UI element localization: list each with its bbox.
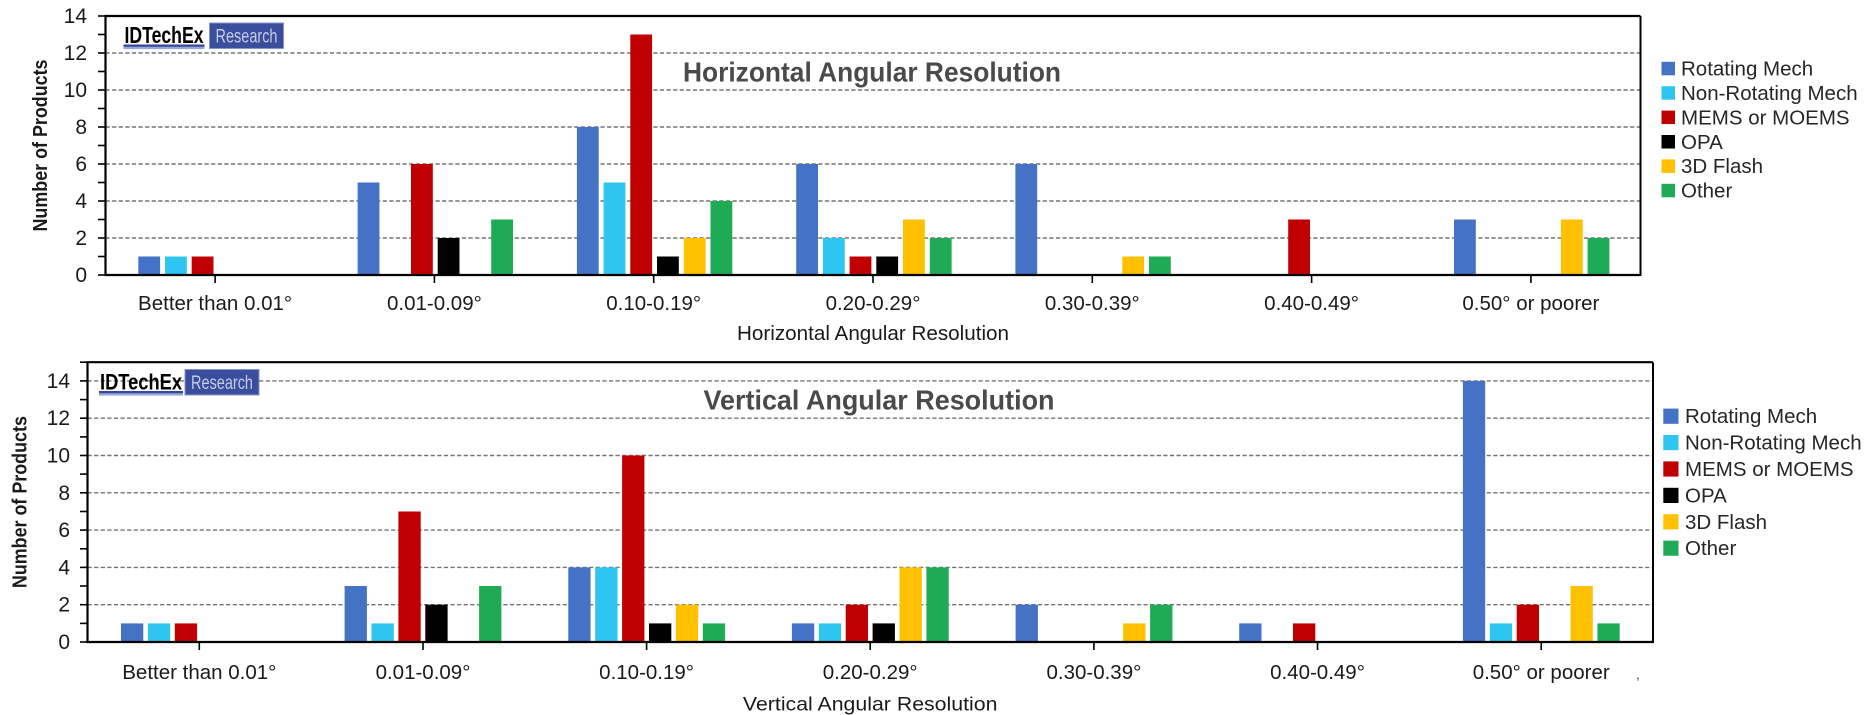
svg-text:Number of Products: Number of Products [29,60,52,232]
svg-text:Vertical Angular Resolution: Vertical Angular Resolution [704,385,1055,416]
svg-text:2: 2 [58,594,70,617]
svg-text:0: 0 [75,264,87,287]
svg-text:Rotating Mech: Rotating Mech [1685,405,1817,428]
svg-text:12: 12 [47,407,70,430]
svg-text:0.30-0.39°: 0.30-0.39° [1046,661,1141,684]
svg-text:Vertical Angular Resolution: Vertical Angular Resolution [743,694,998,715]
svg-text:3D Flash: 3D Flash [1681,155,1763,178]
svg-text:0: 0 [58,631,70,654]
svg-text:4: 4 [75,190,87,213]
svg-text:0.40-0.49°: 0.40-0.49° [1270,661,1365,684]
svg-text:0.50° or poorer: 0.50° or poorer [1462,292,1599,315]
svg-text:10: 10 [47,445,70,468]
svg-text:10: 10 [64,79,87,102]
svg-text:MEMS or MOEMS: MEMS or MOEMS [1681,106,1850,129]
svg-text:Horizontal Angular Resolution: Horizontal Angular Resolution [683,57,1061,88]
svg-text:0.30-0.39°: 0.30-0.39° [1045,292,1140,315]
svg-text:0.01-0.09°: 0.01-0.09° [387,292,482,315]
svg-text:Non-Rotating Mech: Non-Rotating Mech [1681,82,1858,105]
svg-text:14: 14 [64,5,88,28]
svg-text:0.40-0.49°: 0.40-0.49° [1264,292,1359,315]
svg-text:2: 2 [75,227,87,250]
svg-text:0.20-0.29°: 0.20-0.29° [826,292,921,315]
svg-text:Better than 0.01°: Better than 0.01° [122,661,276,684]
svg-text:6: 6 [58,519,70,542]
svg-text:0.50° or poorer: 0.50° or poorer [1473,661,1610,684]
svg-text:Number of Products: Number of Products [9,416,32,588]
svg-text:0.01-0.09°: 0.01-0.09° [376,661,471,684]
svg-text:OPA: OPA [1685,484,1727,507]
svg-text:Rotating Mech: Rotating Mech [1681,58,1813,81]
svg-text:0.10-0.19°: 0.10-0.19° [606,292,701,315]
svg-text:6: 6 [75,153,87,176]
svg-text:Other: Other [1681,180,1732,203]
svg-text:OPA: OPA [1681,131,1723,154]
svg-text:Other: Other [1685,537,1736,560]
svg-text:14: 14 [47,370,71,393]
svg-text:Research: Research [216,27,278,48]
svg-text:3D Flash: 3D Flash [1685,511,1767,534]
svg-text:Better than 0.01°: Better than 0.01° [138,292,292,315]
svg-text:IDTechEx: IDTechEx [100,370,182,395]
svg-text:12: 12 [64,42,87,65]
svg-text:,: , [1636,666,1640,682]
svg-text:8: 8 [58,482,70,505]
svg-text:Research: Research [191,373,253,394]
svg-text:Horizontal Angular Resolution: Horizontal Angular Resolution [737,322,1009,345]
svg-text:0.10-0.19°: 0.10-0.19° [599,661,694,684]
svg-text:0.20-0.29°: 0.20-0.29° [823,661,918,684]
svg-text:MEMS or MOEMS: MEMS or MOEMS [1685,458,1854,481]
svg-text:8: 8 [75,116,87,139]
svg-text:4: 4 [58,556,70,579]
svg-text:IDTechEx: IDTechEx [125,22,204,48]
svg-text:Non-Rotating Mech: Non-Rotating Mech [1685,432,1862,455]
